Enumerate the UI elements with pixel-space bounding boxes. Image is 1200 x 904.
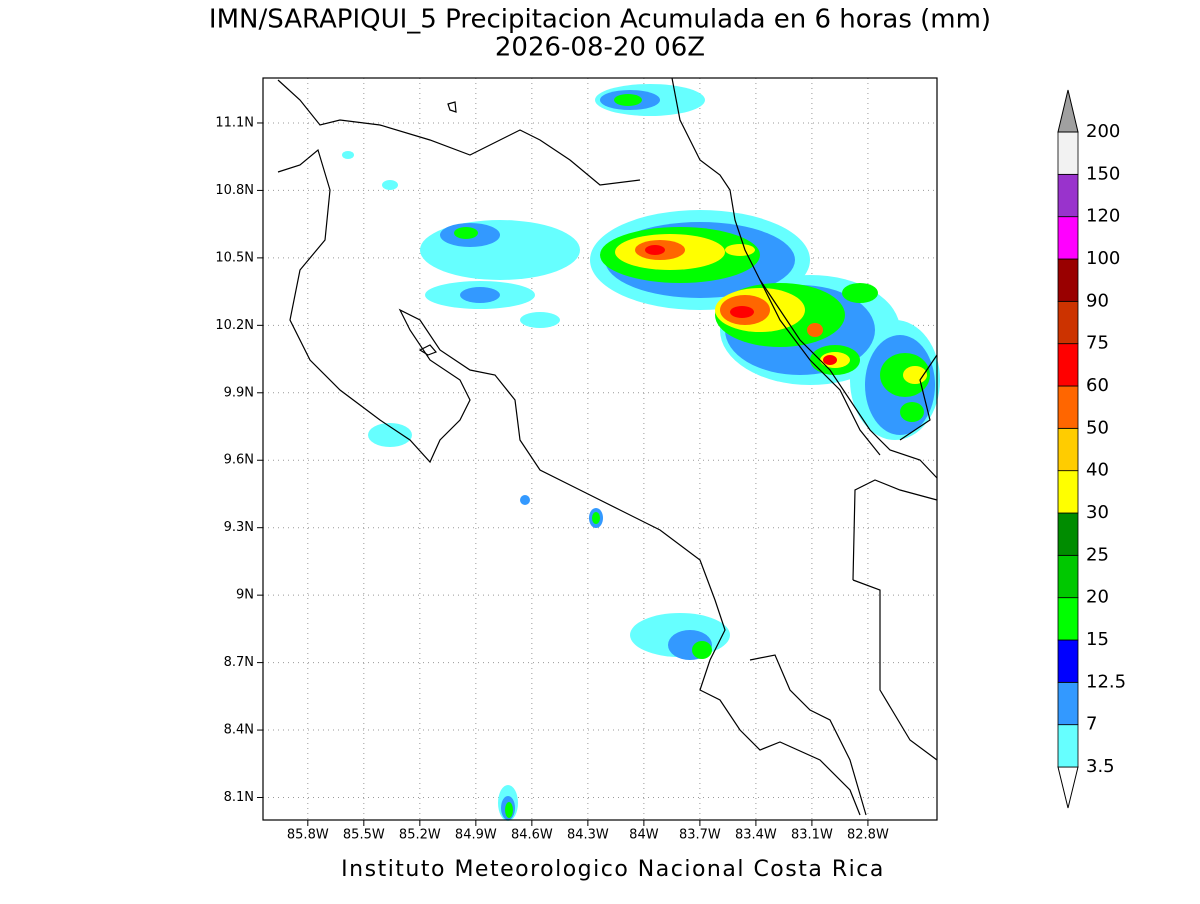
colorbar-segment <box>1057 597 1079 641</box>
colorbar-segment <box>1057 681 1079 726</box>
x-tick-label: 85.5W <box>343 828 385 843</box>
precip-area <box>420 220 580 280</box>
y-tick-label: 10.5N <box>215 250 254 265</box>
colorbar-label: 50 <box>1086 417 1109 438</box>
y-tick-label: 8.4N <box>224 723 254 738</box>
map-frame <box>262 77 938 821</box>
x-tick-label: 83.1W <box>791 828 833 843</box>
precip-area <box>505 802 513 818</box>
colorbar-label: 100 <box>1086 248 1120 269</box>
coastline <box>671 77 938 479</box>
axes: 85.8W 85.5W 85.2W 84.9W 84.6W 84.3W 84W 83.7W 83… <box>215 115 889 842</box>
precip-area <box>520 312 560 328</box>
coastline <box>899 354 938 441</box>
precip-area <box>460 287 500 303</box>
precip-area <box>823 355 837 365</box>
coastline <box>277 148 861 816</box>
colorbar-label: 7 <box>1086 714 1097 735</box>
coastlines <box>277 77 938 816</box>
credit: Instituto Meteorologico Nacional Costa R… <box>341 857 885 882</box>
colorbar-segment <box>1057 639 1079 683</box>
x-tick-label: 84W <box>629 828 659 843</box>
colorbar-label: 90 <box>1086 290 1109 311</box>
colorbar-segment <box>1057 258 1079 302</box>
border <box>759 279 881 456</box>
precip-area <box>454 227 478 239</box>
precip-area <box>592 512 600 524</box>
coastline <box>852 479 938 581</box>
colorbar-segment <box>1057 343 1079 387</box>
colorbar-label: 3.5 <box>1086 756 1115 777</box>
colorbar-label: 25 <box>1086 544 1109 565</box>
grid <box>263 78 937 820</box>
colorbar-segment <box>1057 131 1079 175</box>
colorbar-label: 150 <box>1086 163 1120 184</box>
x-tick-label: 84.3W <box>567 828 609 843</box>
coastline <box>277 79 641 186</box>
x-tick-label: 82.8W <box>847 828 889 843</box>
precip-area <box>645 245 665 255</box>
y-tick-label: 11.1N <box>215 115 254 130</box>
y-tick-label: 10.8N <box>215 183 254 198</box>
y-tick-label: 9.9N <box>224 385 254 400</box>
x-tick-label: 85.8W <box>287 828 329 843</box>
colorbar-label: 75 <box>1086 333 1109 354</box>
colorbar-label: 15 <box>1086 629 1109 650</box>
y-tick-label: 8.7N <box>224 655 254 670</box>
y-tick-label: 9N <box>236 588 254 603</box>
x-tick-label: 84.9W <box>455 828 497 843</box>
x-tick-label: 83.4W <box>735 828 777 843</box>
colorbar-label: 200 <box>1086 121 1120 142</box>
coastline <box>749 654 867 816</box>
colorbar-label: 120 <box>1086 206 1120 227</box>
colorbar: 3.5 7 12.5 15 20 25 30 40 50 60 75 90 100 120 150 200 <box>1057 89 1126 809</box>
y-tick-label: 10.2N <box>215 318 254 333</box>
x-tick-label: 85.2W <box>399 828 441 843</box>
colorbar-segment <box>1057 470 1079 514</box>
precip-area <box>368 423 412 447</box>
colorbar-segment <box>1057 300 1079 345</box>
precip-area <box>725 244 755 256</box>
colorbar-triangle <box>1057 766 1079 809</box>
precipitation <box>342 84 940 821</box>
precip-area <box>342 151 354 159</box>
colorbar-segment <box>1057 427 1079 472</box>
colorbar-segment <box>1057 554 1079 599</box>
y-tick-label: 9.6N <box>224 453 254 468</box>
x-tick-label: 83.7W <box>679 828 721 843</box>
precip-area <box>382 180 398 190</box>
colorbar-label: 40 <box>1086 460 1109 481</box>
colorbar-segment <box>1057 512 1079 556</box>
x-tick-label: 84.6W <box>511 828 553 843</box>
y-tick-label: 9.3N <box>224 520 254 535</box>
precip-area <box>520 495 530 505</box>
colorbar-label: 12.5 <box>1086 671 1126 692</box>
colorbar-segment <box>1057 173 1079 218</box>
colorbar-label: 60 <box>1086 375 1109 396</box>
precip-area <box>730 306 754 318</box>
colorbar-label: 30 <box>1086 502 1109 523</box>
y-tick-label: 8.1N <box>224 790 254 805</box>
title: IMN/SARAPIQUI_5 Precipitacion Acumulada … <box>209 5 991 35</box>
precip-area <box>692 641 712 659</box>
precip-area <box>614 94 642 106</box>
precip-area <box>900 402 924 422</box>
island <box>447 101 457 113</box>
precip-area <box>807 323 823 337</box>
colorbar-triangle <box>1057 89 1079 133</box>
coastline <box>852 579 938 761</box>
colorbar-segment <box>1057 216 1079 260</box>
colorbar-segment <box>1057 385 1079 429</box>
subtitle: 2026-08-20 06Z <box>495 33 705 63</box>
colorbar-segment <box>1057 724 1079 768</box>
precip-area <box>842 283 878 303</box>
island <box>418 344 438 356</box>
colorbar-label: 20 <box>1086 587 1109 608</box>
